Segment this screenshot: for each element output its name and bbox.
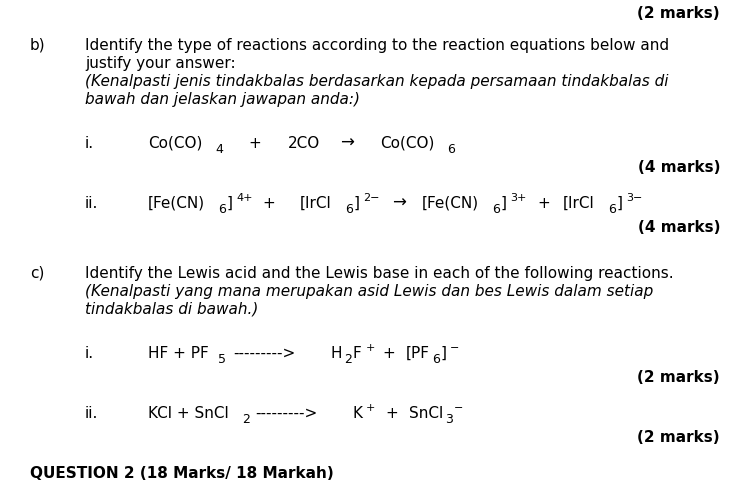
Text: 3−: 3− [626, 193, 643, 203]
Text: (Kenalpasti jenis tindakbalas berdasarkan kepada persamaan tindakbalas di: (Kenalpasti jenis tindakbalas berdasarka… [85, 74, 669, 89]
Text: ii.: ii. [85, 196, 99, 211]
Text: 3: 3 [445, 413, 453, 426]
Text: Identify the type of reactions according to the reaction equations below and: Identify the type of reactions according… [85, 38, 669, 53]
Text: +: + [366, 403, 375, 413]
Text: justify your answer:: justify your answer: [85, 56, 236, 71]
Text: 6: 6 [492, 203, 500, 216]
Text: --------->: ---------> [233, 346, 295, 361]
Text: +: + [262, 196, 275, 211]
Text: bawah dan jelaskan jawapan anda:): bawah dan jelaskan jawapan anda:) [85, 92, 360, 107]
Text: ]: ] [501, 196, 507, 211]
Text: ]: ] [617, 196, 623, 211]
Text: +: + [382, 346, 395, 361]
Text: F: F [353, 346, 362, 361]
Text: 2: 2 [242, 413, 250, 426]
Text: [IrCl: [IrCl [300, 196, 332, 211]
Text: Co(CO): Co(CO) [380, 136, 434, 151]
Text: c): c) [30, 266, 45, 281]
Text: +: + [366, 343, 375, 353]
Text: +: + [385, 406, 398, 421]
Text: ]: ] [227, 196, 233, 211]
Text: +: + [537, 196, 550, 211]
Text: ]: ] [354, 196, 360, 211]
Text: (Kenalpasti yang mana merupakan asid Lewis dan bes Lewis dalam setiap: (Kenalpasti yang mana merupakan asid Lew… [85, 284, 653, 299]
Text: 4: 4 [215, 143, 223, 156]
Text: (2 marks): (2 marks) [637, 370, 720, 385]
Text: 6: 6 [608, 203, 616, 216]
Text: Co(CO): Co(CO) [148, 136, 203, 151]
Text: --------->: ---------> [255, 406, 318, 421]
Text: →: → [392, 194, 406, 212]
Text: tindakbalas di bawah.): tindakbalas di bawah.) [85, 302, 258, 317]
Text: b): b) [30, 38, 45, 53]
Text: K: K [352, 406, 362, 421]
Text: 6: 6 [447, 143, 455, 156]
Text: ii.: ii. [85, 406, 99, 421]
Text: H: H [330, 346, 341, 361]
Text: −: − [450, 343, 459, 353]
Text: (2 marks): (2 marks) [637, 430, 720, 445]
Text: [Fe(CN): [Fe(CN) [148, 196, 205, 211]
Text: (4 marks): (4 marks) [637, 160, 720, 175]
Text: +: + [248, 136, 260, 151]
Text: i.: i. [85, 346, 94, 361]
Text: 5: 5 [218, 353, 226, 366]
Text: 3+: 3+ [510, 193, 526, 203]
Text: −: − [454, 403, 463, 413]
Text: Identify the Lewis acid and the Lewis base in each of the following reactions.: Identify the Lewis acid and the Lewis ba… [85, 266, 674, 281]
Text: QUESTION 2 (18 Marks/ 18 Markah): QUESTION 2 (18 Marks/ 18 Markah) [30, 466, 334, 481]
Text: 6: 6 [345, 203, 353, 216]
Text: 6: 6 [432, 353, 440, 366]
Text: 2−: 2− [363, 193, 379, 203]
Text: HF + PF: HF + PF [148, 346, 209, 361]
Text: 6: 6 [218, 203, 226, 216]
Text: KCl + SnCl: KCl + SnCl [148, 406, 229, 421]
Text: 2CO: 2CO [288, 136, 321, 151]
Text: [IrCl: [IrCl [563, 196, 595, 211]
Text: [PF: [PF [406, 346, 430, 361]
Text: ]: ] [441, 346, 447, 361]
Text: SnCl: SnCl [409, 406, 443, 421]
Text: 4+: 4+ [236, 193, 252, 203]
Text: [Fe(CN): [Fe(CN) [422, 196, 479, 211]
Text: (2 marks): (2 marks) [637, 6, 720, 21]
Text: i.: i. [85, 136, 94, 151]
Text: 2: 2 [344, 353, 352, 366]
Text: (4 marks): (4 marks) [637, 220, 720, 235]
Text: →: → [340, 134, 354, 152]
